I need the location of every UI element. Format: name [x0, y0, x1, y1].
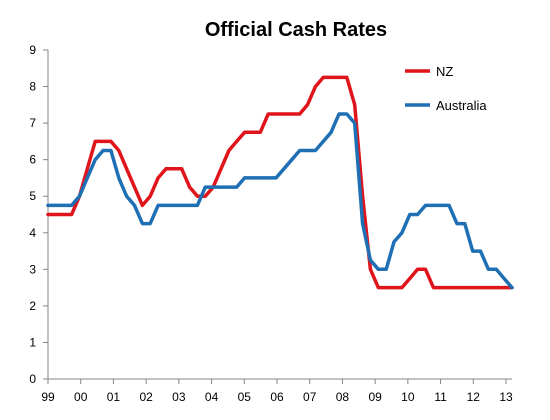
x-tick-label: 04: [205, 390, 219, 404]
x-tick-label: 07: [303, 390, 317, 404]
chart-title: Official Cash Rates: [205, 19, 387, 41]
legend: NZ Australia: [405, 64, 487, 113]
y-tick-label: 8: [29, 80, 36, 94]
x-tick-label: 05: [238, 390, 252, 404]
x-tick-label: 00: [74, 390, 88, 404]
x-tick-label: 01: [107, 390, 121, 404]
series-line-australia: [46, 112, 514, 290]
series-lines: [46, 75, 514, 290]
x-tick-label: 08: [336, 390, 350, 404]
y-tick-label: 7: [29, 116, 36, 130]
y-axis-ticks: 0 1 2 3 4 5 6 7 8 9: [29, 43, 48, 386]
x-tick-label: 09: [368, 390, 382, 404]
x-tick-label: 02: [139, 390, 153, 404]
y-tick-label: 1: [29, 335, 36, 349]
x-tick-label: 06: [270, 390, 284, 404]
legend-label-nz: NZ: [436, 64, 453, 79]
y-tick-label: 3: [29, 262, 36, 276]
y-tick-label: 9: [29, 43, 36, 57]
y-tick-label: 2: [29, 299, 36, 313]
x-axis-ticks: 99 00 01 02 03 04 05 06 07 08 09 10 11 12 13: [41, 379, 513, 404]
x-tick-label: 10: [401, 390, 415, 404]
x-tick-label: 03: [172, 390, 186, 404]
x-tick-label: 13: [499, 390, 513, 404]
y-tick-label: 4: [29, 226, 36, 240]
legend-label-australia: Australia: [436, 98, 487, 113]
y-tick-label: 0: [29, 372, 36, 386]
x-tick-label: 12: [467, 390, 481, 404]
x-tick-label: 99: [41, 390, 55, 404]
series-line-nz: [46, 75, 514, 290]
y-tick-label: 6: [29, 153, 36, 167]
x-tick-label: 11: [434, 390, 447, 404]
y-tick-label: 5: [29, 189, 36, 203]
